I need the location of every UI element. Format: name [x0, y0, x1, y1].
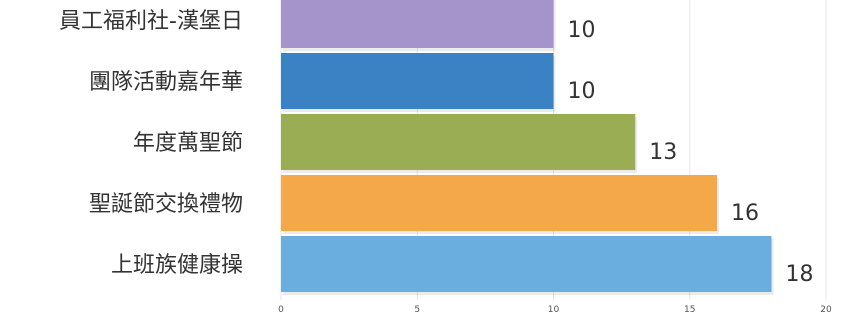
category-label-2: 年度萬聖節	[133, 131, 243, 156]
category-label-4: 上班族健康操	[111, 253, 243, 278]
x-axis-ticks: 0 5 10 15 20	[278, 305, 832, 315]
value-label-4: 18	[786, 262, 814, 287]
bar-3	[281, 175, 717, 231]
bar-4	[281, 236, 772, 292]
bars	[281, 0, 774, 295]
bar-1	[281, 53, 554, 109]
value-label-2: 13	[649, 140, 677, 165]
category-label-0: 員工福利社-漢堡日	[59, 9, 243, 34]
x-tick-label-4: 20	[820, 305, 832, 315]
value-label-1: 10	[568, 79, 596, 104]
x-tick-label-0: 0	[278, 305, 284, 315]
category-label-3: 聖誕節交換禮物	[89, 192, 243, 217]
bar-2	[281, 114, 636, 170]
category-label-1: 團隊活動嘉年華	[89, 70, 243, 95]
value-label-0: 10	[568, 18, 596, 43]
value-label-3: 16	[731, 201, 759, 226]
value-labels: 10 10 13 16 18	[568, 18, 814, 287]
x-tick-label-1: 5	[414, 305, 420, 315]
x-tick-label-3: 15	[684, 305, 695, 315]
x-tick-label-2: 10	[548, 305, 560, 315]
bar-0	[281, 0, 554, 48]
